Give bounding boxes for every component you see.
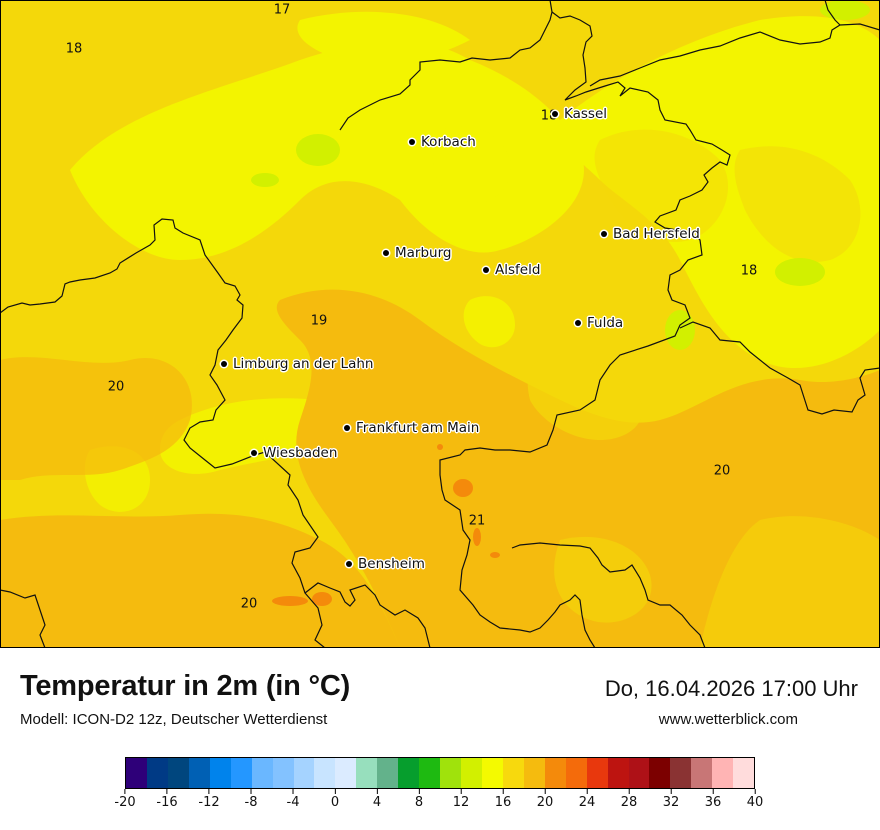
legend-swatch — [314, 758, 336, 788]
legend-swatch — [544, 758, 566, 788]
legend-swatch — [419, 758, 441, 788]
legend-tick: 28 — [621, 789, 637, 810]
city-marker-icon — [344, 425, 350, 431]
legend-swatch — [188, 758, 210, 788]
city-korbach: Korbach — [409, 134, 476, 150]
legend-swatch — [481, 758, 503, 788]
legend-tick: -20 — [114, 789, 136, 810]
city-kassel: Kassel — [552, 106, 607, 122]
city-label: Marburg — [395, 245, 452, 261]
legend-swatch — [649, 758, 671, 788]
city-label: Limburg an der Lahn — [233, 356, 374, 372]
city-frankfurt: Frankfurt am Main — [344, 420, 479, 436]
legend-tick: 24 — [579, 789, 595, 810]
city-marker-icon — [251, 450, 257, 456]
value-label: 17 — [273, 2, 291, 18]
city-label: Korbach — [421, 134, 476, 150]
city-marker-icon — [601, 231, 607, 237]
legend-tick: 20 — [537, 789, 553, 810]
legend-swatch — [167, 758, 189, 788]
city-label: Fulda — [587, 315, 624, 331]
city-marker-icon — [221, 361, 227, 367]
map-title: Temperatur in 2m (in °C) — [20, 670, 351, 702]
legend-tick: -4 — [287, 789, 299, 810]
value-label: 21 — [468, 513, 486, 529]
temperature-map: 17 18 18 18 19 20 20 21 20 Kassel Korbac… — [0, 0, 880, 648]
legend-tick: 40 — [747, 789, 763, 810]
legend-swatch — [146, 758, 168, 788]
city-label: Frankfurt am Main — [356, 420, 480, 436]
legend-swatch — [691, 758, 713, 788]
city-marker-icon — [483, 267, 489, 273]
legend-swatch — [440, 758, 461, 788]
city-marker-icon — [346, 561, 352, 567]
color-legend — [125, 757, 755, 789]
legend-swatch — [335, 758, 357, 788]
value-label: 20 — [240, 596, 258, 612]
valid-datetime: Do, 16.04.2026 17:00 Uhr — [604, 676, 858, 701]
legend-tick: 32 — [663, 789, 679, 810]
value-label: 20 — [713, 463, 731, 479]
value-label: 20 — [107, 379, 125, 395]
city-alsfeld: Alsfeld — [483, 262, 540, 278]
city-bensheim: Bensheim — [346, 556, 425, 572]
legend-swatch — [670, 758, 692, 788]
city-bad-hersfeld: Bad Hersfeld — [601, 226, 700, 242]
value-label: 18 — [65, 41, 83, 57]
legend-tick: 36 — [705, 789, 721, 810]
legend-tick: -12 — [198, 789, 220, 810]
city-label: Kassel — [564, 106, 608, 122]
city-marker-icon — [409, 139, 415, 145]
legend-tick: 0 — [331, 789, 339, 810]
city-wiesbaden: Wiesbaden — [251, 445, 337, 461]
city-marburg: Marburg — [383, 245, 451, 261]
city-label: Bensheim — [358, 556, 425, 572]
legend-swatch — [565, 758, 587, 788]
city-marker-icon — [552, 111, 558, 117]
city-limburg: Limburg an der Lahn — [221, 356, 373, 372]
legend-tick: 4 — [373, 789, 381, 810]
model-subtitle: Modell: ICON-D2 12z, Deutscher Wetterdie… — [20, 711, 328, 728]
legend-tick: -8 — [245, 789, 257, 810]
legend-swatch — [523, 758, 545, 788]
legend-tick: 8 — [415, 789, 423, 810]
legend-swatch — [251, 758, 273, 788]
legend-swatch — [607, 758, 629, 788]
legend-swatch — [461, 758, 482, 788]
legend-swatch — [356, 758, 378, 788]
legend-tick: 12 — [453, 789, 469, 810]
city-label: Wiesbaden — [263, 445, 338, 461]
legend-swatch — [126, 758, 147, 788]
legend-tick: 16 — [495, 789, 511, 810]
city-marker-icon — [383, 250, 389, 256]
legend-swatch — [293, 758, 315, 788]
city-marker-icon — [575, 320, 581, 326]
legend-swatch — [502, 758, 524, 788]
legend-swatch — [272, 758, 294, 788]
legend-swatch — [209, 758, 231, 788]
value-label: 19 — [310, 313, 328, 329]
legend-ticks: -20 -16 -12 -8 -4 0 4 8 12 16 20 24 28 32 36 40 — [114, 789, 763, 819]
legend-swatch — [230, 758, 252, 788]
website-label: www.wetterblick.com — [658, 711, 798, 728]
value-label: 18 — [740, 263, 758, 279]
temperature-field — [0, 0, 880, 648]
city-label: Alsfeld — [495, 262, 541, 278]
legend-swatch — [733, 758, 755, 788]
legend-tick: -16 — [156, 789, 178, 810]
legend-swatch — [712, 758, 734, 788]
city-fulda: Fulda — [575, 315, 623, 331]
legend-swatch — [377, 758, 399, 788]
legend-swatch — [586, 758, 608, 788]
legend-swatch — [398, 758, 420, 788]
legend-swatch — [628, 758, 650, 788]
city-label: Bad Hersfeld — [613, 226, 700, 242]
